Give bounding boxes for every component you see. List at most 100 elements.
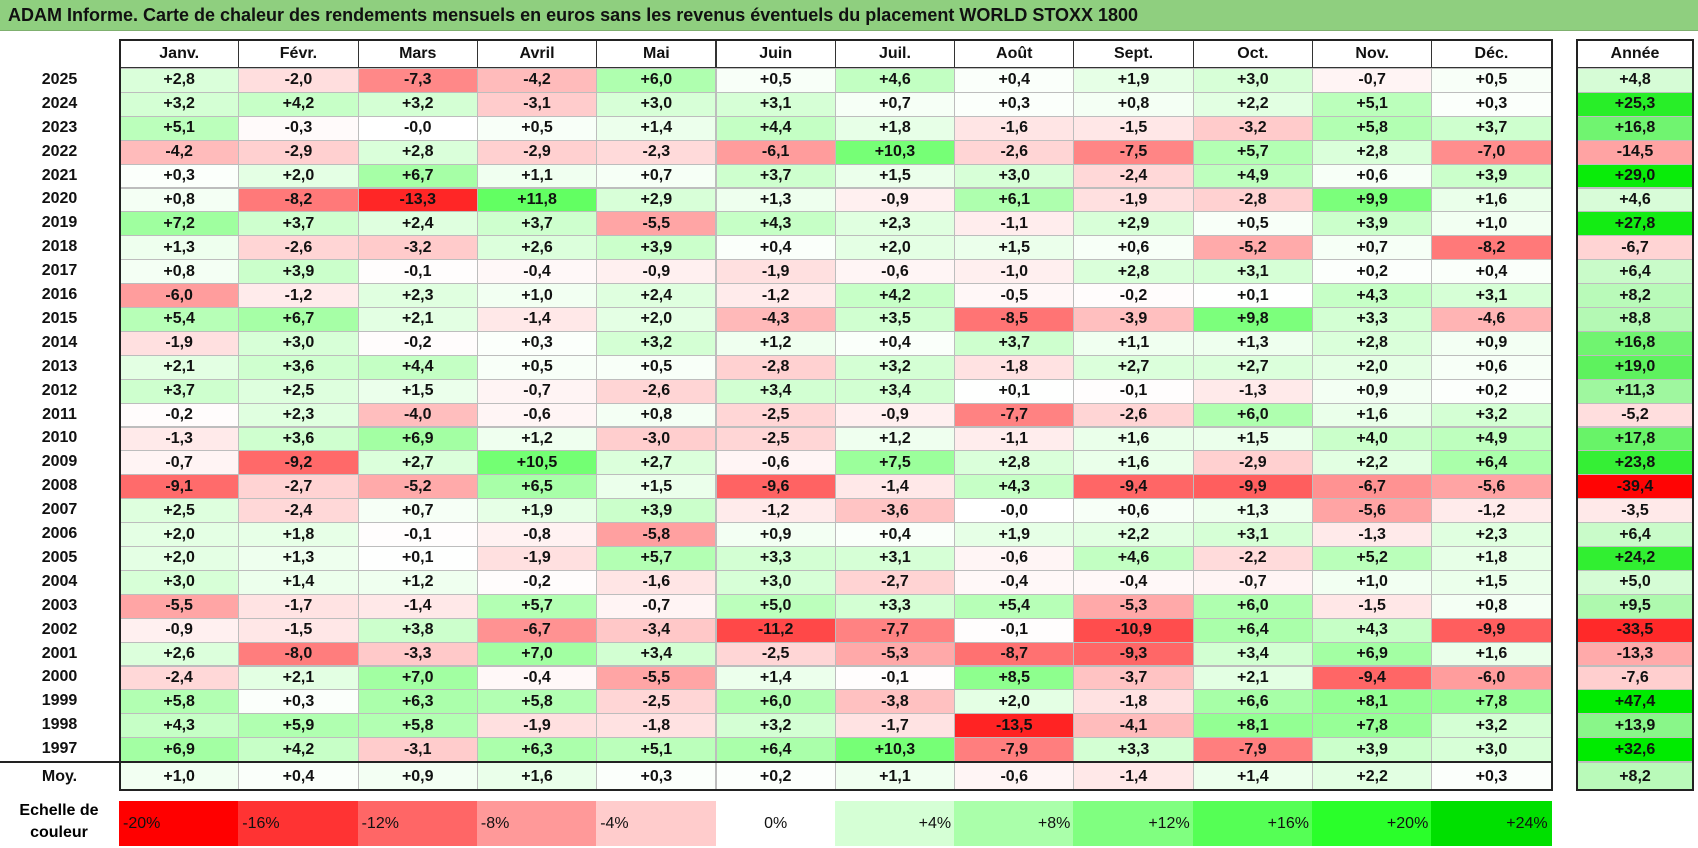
heatmap-cell: +5,1 [596,737,717,763]
heatmap-cell: +0,9 [1312,378,1433,404]
heatmap-cell: +0,3 [954,91,1075,117]
heatmap-cell: +2,8 [1312,139,1433,165]
heatmap-cell: +2,3 [357,283,478,308]
heatmap-cell: -1,4 [476,307,598,332]
heatmap-cell: +4,3 [715,211,836,237]
heatmap-cell: -0,7 [1192,569,1313,595]
year-label: 2025 [41,70,78,88]
average-cell: +1,4 [1192,762,1313,791]
heatmap-cell: -3,1 [476,91,598,117]
heatmap-cell: +1,3 [715,187,836,213]
heatmap-cell: +3,7 [238,211,359,237]
column-header: Oct. [1192,39,1313,68]
annual-cell: -6,7 [1576,235,1694,261]
heatmap-cell: +8,5 [954,665,1075,691]
heatmap-cell: +5,8 [476,689,598,715]
heatmap-cell: -4,2 [119,139,240,165]
heatmap-cell: +0,8 [596,402,717,428]
heatmap-cell: -5,8 [596,522,717,547]
heatmap-cell: +1,9 [954,522,1075,547]
annual-cell: +16,8 [1576,330,1694,356]
heatmap-cell: +2,3 [238,402,359,428]
heatmap-cell: -1,9 [715,259,836,285]
annual-cell: +19,0 [1576,354,1694,380]
heatmap-cell: +1,8 [1431,546,1552,571]
heatmap-cell: +3,3 [715,546,836,571]
heatmap-cell: -6,7 [1312,474,1433,500]
heatmap-cell: -1,3 [119,426,240,452]
heatmap-cell: +1,6 [1431,641,1552,667]
heatmap-cell: -1,9 [119,330,240,356]
heatmap-cell: +2,7 [1073,354,1194,380]
heatmap-cell: -8,2 [1431,235,1552,261]
annual-cell: +4,6 [1576,187,1694,213]
heatmap-cell: +6,9 [1312,641,1433,667]
heatmap-cell: -7,5 [1073,139,1194,165]
heatmap-cell: +3,3 [834,593,956,619]
heatmap-cell: +1,8 [834,115,956,141]
heatmap-cell: +2,1 [119,354,240,380]
heatmap-cell: +10,3 [834,139,956,165]
legend-swatch: +12% [1073,801,1194,846]
annual-cell: -7,6 [1576,665,1694,691]
legend-swatch: +4% [834,801,956,846]
heatmap-cell: +0,7 [596,163,717,189]
annual-cell: +5,0 [1576,569,1694,595]
heatmap-cell: +2,2 [1192,91,1313,117]
heatmap-cell: +2,6 [476,235,598,261]
annual-cell: +13,9 [1576,713,1694,739]
chart-title: ADAM Informe. Carte de chaleur des rende… [8,5,1139,25]
heatmap-cell: -3,8 [834,689,956,715]
heatmap-cell: +2,4 [357,211,478,237]
column-header: Janv. [119,39,240,68]
heatmap-cell: +3,0 [954,163,1075,189]
heatmap-cell: +6,9 [119,737,240,763]
year-label: 2012 [41,381,78,399]
heatmap-cell: -1,2 [715,283,836,308]
heatmap-cell: +0,3 [1431,91,1552,117]
heatmap-cell: +6,3 [476,737,598,763]
average-label: Moy. [41,767,78,785]
heatmap-cell: -1,1 [954,426,1075,452]
heatmap-cell: +3,0 [119,569,240,595]
heatmap-cell: +2,0 [954,689,1075,715]
heatmap-cell: -9,2 [238,450,359,476]
heatmap-cell: +1,1 [1073,330,1194,356]
heatmap-cell: -1,6 [596,569,717,595]
heatmap-cell: +3,9 [1312,211,1433,237]
heatmap-cell: -0,8 [476,522,598,547]
heatmap-cell: -0,3 [238,115,359,141]
year-label: 2011 [42,405,77,423]
heatmap-cell: -5,5 [596,665,717,691]
heatmap-cell: +6,9 [357,426,478,452]
average-cell: +0,4 [238,762,359,791]
heatmap-cell: -6,0 [119,283,240,308]
year-label: 1998 [41,716,78,734]
heatmap-cell: +0,2 [1431,378,1552,404]
heatmap-cell: +6,1 [954,187,1075,213]
heatmap-cell: +6,7 [357,163,478,189]
heatmap-cell: +3,4 [596,641,717,667]
heatmap-cell: -0,1 [1073,378,1194,404]
heatmap-cell: -1,1 [954,211,1075,237]
heatmap-cell: +3,7 [715,163,836,189]
heatmap-cell: +3,1 [834,546,956,571]
heatmap-cell: -7,9 [954,737,1075,763]
heatmap-cell: +2,3 [1431,522,1552,547]
heatmap-cell: +3,9 [1312,737,1433,763]
heatmap-cell: +4,3 [954,474,1075,500]
annual-cell: +8,2 [1576,283,1694,308]
heatmap-cell: +7,0 [476,641,598,667]
heatmap-cell: -3,1 [357,737,478,763]
heatmap-cell: +3,4 [715,378,836,404]
heatmap-cell: +3,4 [834,378,956,404]
heatmap-cell: +8,1 [1192,713,1313,739]
heatmap-cell: +2,1 [238,665,359,691]
year-label: 2019 [41,214,78,232]
heatmap-cell: +1,5 [1192,426,1313,452]
column-header: Août [954,39,1075,68]
heatmap-cell: -3,9 [1073,307,1194,332]
heatmap-cell: +2,1 [1192,665,1313,691]
heatmap-cell: +3,1 [1431,283,1552,308]
heatmap-cell: +9,9 [1312,187,1433,213]
